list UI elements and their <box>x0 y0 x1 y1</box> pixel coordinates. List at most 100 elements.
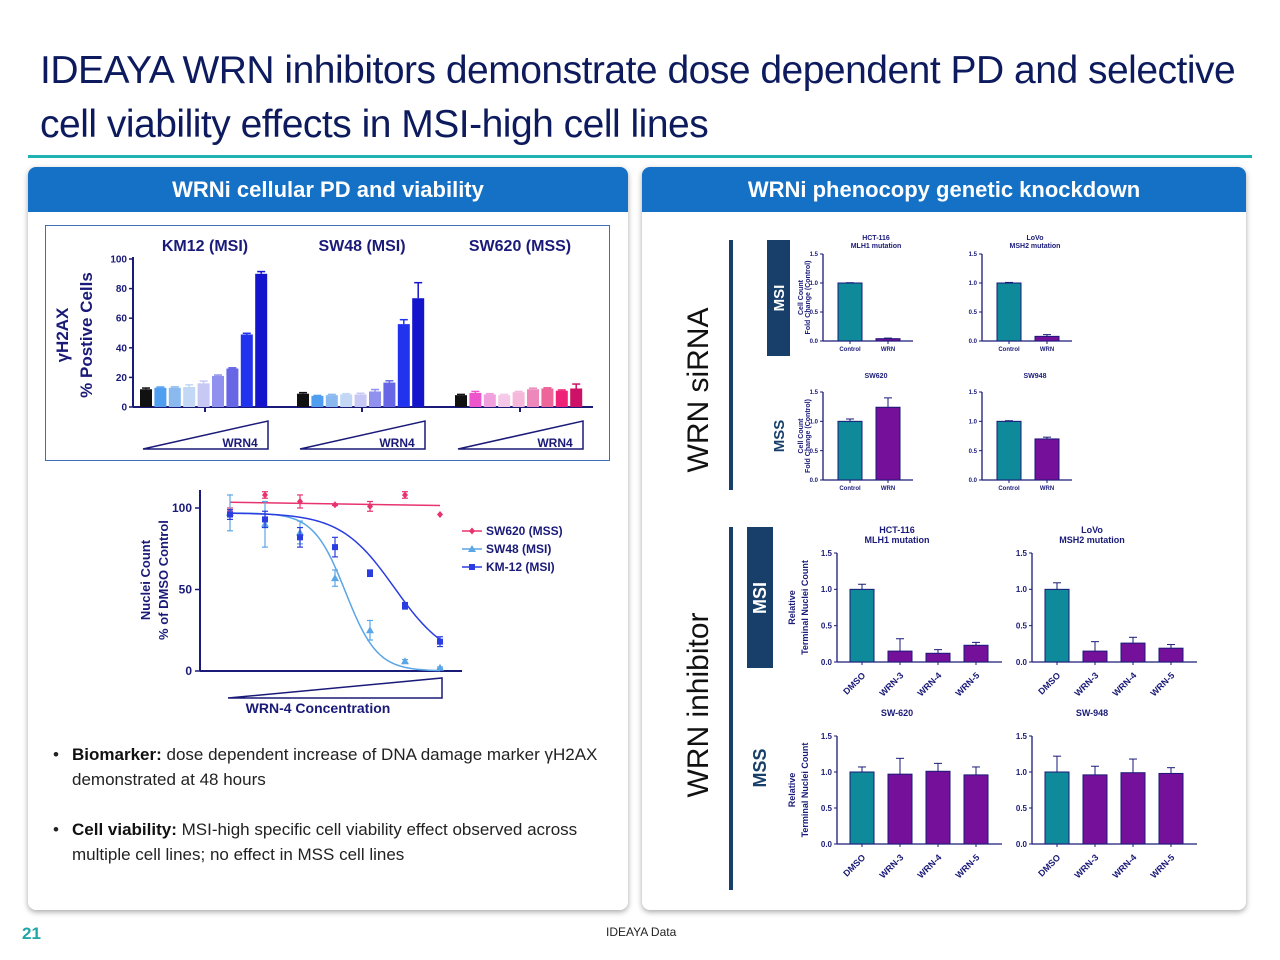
legend-marker <box>469 527 475 535</box>
bar <box>963 774 989 845</box>
y-tick-label: 0 <box>185 664 192 678</box>
y-tick-label: 80 <box>116 284 128 295</box>
bar <box>1044 588 1070 663</box>
panel-subtitle: MLH1 mutation <box>865 535 930 545</box>
panel-title: SW948 <box>1024 373 1047 380</box>
panel-title: KM12 (MSI) <box>162 238 248 255</box>
bar <box>354 394 367 407</box>
data-point <box>262 491 268 499</box>
bullet-icon: • <box>53 745 59 764</box>
bar <box>570 388 583 407</box>
y-tick-label: 100 <box>110 255 127 266</box>
bar <box>555 390 568 407</box>
y-axis-label: Relative <box>787 590 797 625</box>
bar <box>197 383 210 407</box>
y-tick-label: 1.5 <box>810 390 819 396</box>
y-tick-label: 50 <box>179 583 193 597</box>
panel-title: LoVo <box>1027 235 1044 242</box>
bar <box>455 395 467 407</box>
x-tick-label: DMSO <box>1036 852 1062 878</box>
bar <box>875 338 901 342</box>
bar <box>311 395 324 407</box>
msi-label: MSI <box>750 582 770 614</box>
bar <box>1034 335 1060 342</box>
x-tick-label: DMSO <box>1036 670 1062 696</box>
bar <box>887 650 913 663</box>
y-tick-label: 1.5 <box>1016 732 1028 741</box>
dose-label: WRN4 <box>379 436 415 450</box>
y-tick-label: 1.5 <box>810 252 819 258</box>
bar <box>1158 647 1184 663</box>
bar <box>1120 642 1146 663</box>
bullet-biomarker: • Biomarker: dose dependent increase of … <box>53 742 615 792</box>
bar <box>483 394 496 407</box>
data-point <box>366 626 374 634</box>
legend-label: KM-12 (MSI) <box>486 560 555 574</box>
fit-curve <box>229 512 441 672</box>
x-axis-label: WRN-4 Concentration <box>246 700 391 716</box>
legend-marker <box>468 545 476 552</box>
panel-subtitle: MSH2 mutation <box>1010 243 1061 250</box>
y-tick-label: 0.0 <box>1016 658 1028 667</box>
y-tick-label: 1.0 <box>821 585 833 594</box>
bar <box>1120 772 1146 845</box>
data-point <box>401 657 409 665</box>
section-label-sirna: WRN siRNA <box>682 308 715 473</box>
bar <box>875 406 901 481</box>
bar <box>397 324 410 407</box>
y-tick-label: 20 <box>116 373 128 384</box>
panel-subtitle: MLH1 mutation <box>851 243 902 250</box>
panel-title: HCT-116 <box>862 235 890 242</box>
right-panel-header: WRNi phenocopy genetic knockdown <box>642 167 1246 212</box>
bar <box>1034 438 1060 481</box>
bar <box>212 375 224 407</box>
legend-label: SW48 (MSI) <box>486 542 551 556</box>
panel-subtitle: MSH2 mutation <box>1059 535 1125 545</box>
bar <box>996 420 1022 481</box>
y-tick-label: 0.5 <box>969 310 978 316</box>
panel-title: SW620 (MSS) <box>469 238 571 255</box>
y-tick-label: 0.5 <box>969 449 978 455</box>
bar <box>255 273 268 407</box>
x-tick-label: WRN <box>881 347 895 353</box>
x-tick-label: WRN <box>1040 486 1054 492</box>
section-bracket <box>729 527 733 890</box>
dose-triangle <box>299 420 426 450</box>
bar <box>168 387 181 407</box>
data-point <box>297 534 303 541</box>
y-tick-label: 0.0 <box>821 840 833 849</box>
y-axis-label: Terminal Nuclei Count <box>800 560 810 655</box>
x-tick-label: WRN <box>1040 347 1054 353</box>
x-tick-label: WRN-4 <box>1110 670 1138 698</box>
y-tick-label: 1.0 <box>969 419 978 425</box>
y-tick-label: 0.0 <box>821 658 833 667</box>
x-tick-label: WRN-4 <box>1110 852 1138 880</box>
slide-title: IDEAYA WRN inhibitors demonstrate dose d… <box>40 49 1236 146</box>
y-tick-label: 1.0 <box>810 419 819 425</box>
bar <box>183 387 196 407</box>
x-tick-label: Control <box>839 486 861 492</box>
y-tick-label: 0.0 <box>810 478 819 484</box>
panel-title: HCT-116 <box>879 525 915 535</box>
bullet-icon: • <box>53 820 59 839</box>
bar <box>996 282 1022 342</box>
x-tick-label: Control <box>839 347 861 353</box>
gh2ax-chart-frame <box>45 225 610 461</box>
y-tick-label: 1.5 <box>969 390 978 396</box>
x-tick-label: Control <box>998 347 1020 353</box>
bar <box>849 588 875 663</box>
bar <box>154 387 167 407</box>
y-tick-label: 1.5 <box>969 252 978 258</box>
dose-triangle <box>142 420 269 450</box>
panel-title: SW-948 <box>1076 708 1108 718</box>
dose-triangle <box>457 420 584 450</box>
bullet-cell-viability: • Cell viability: MSI-high specific cell… <box>53 817 615 867</box>
y-tick-label: 0.5 <box>1016 804 1028 813</box>
bar <box>837 282 863 342</box>
dose-label: WRN4 <box>222 436 258 450</box>
y-axis-label: Nuclei Count <box>138 539 153 620</box>
y-axis-label: Cell Count <box>798 279 805 315</box>
bar <box>140 389 152 407</box>
x-tick-label: WRN-3 <box>877 670 905 698</box>
